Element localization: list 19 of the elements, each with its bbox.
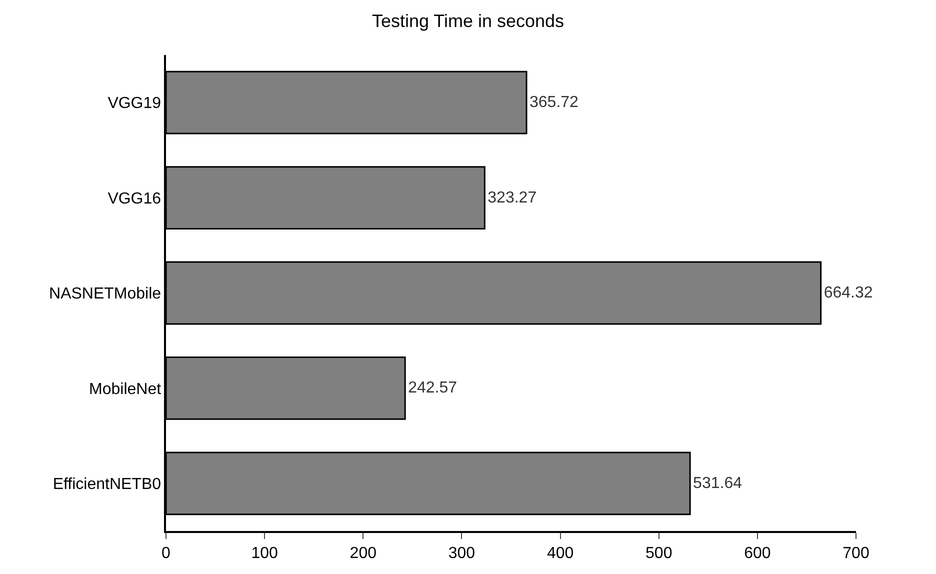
y-tick-label: MobileNet [89,380,162,398]
x-tick-label: 100 [251,544,278,562]
x-tick-label: 600 [744,544,771,562]
x-tick-label: 0 [162,544,171,562]
y-tick-label: EfficientNETB0 [52,476,162,493]
data-label: 242.57 [408,380,458,397]
data-label: 323.27 [488,189,537,206]
x-tick-label: 400 [546,544,574,562]
data-label: 664.32 [824,284,873,302]
y-tick-label: VGG19 [108,95,162,112]
x-tick-label: 200 [350,544,377,562]
data-label: 365.72 [530,94,579,112]
y-tick-label: NASNETMobile [49,286,162,303]
x-tick-label: 500 [646,544,672,562]
data-label: 531.64 [693,474,742,492]
x-tick-label: 300 [448,544,476,562]
y-tick-label: VGG16 [108,190,162,208]
x-tick-label: 700 [842,544,870,562]
chart-title: Testing Time in seconds [372,10,564,31]
